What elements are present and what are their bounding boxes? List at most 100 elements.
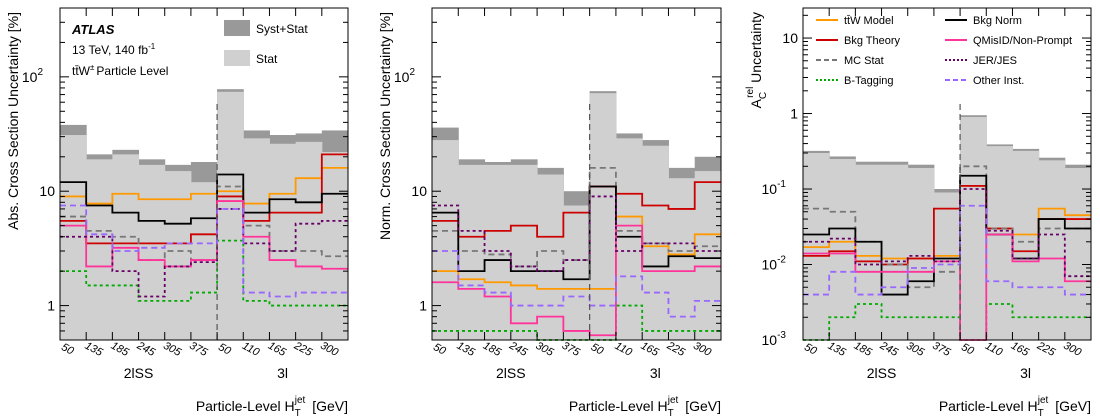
stat-bar [933, 192, 961, 340]
x-tick-label: 305 [161, 340, 184, 360]
y-tick-label: 10-2 [762, 255, 787, 273]
stat-bar [829, 158, 856, 340]
stat-bar [881, 164, 909, 340]
x-axis-label: Particle-Level HTjet [GeV] [939, 395, 1091, 418]
x-tick-label: 305 [534, 340, 557, 360]
y-tick-label: 10 [411, 183, 427, 199]
x-tick-label: 50 [802, 341, 819, 358]
legend-jer-label: JER/JES [973, 55, 1017, 67]
stat-bar [321, 152, 349, 340]
stat-bar [138, 164, 166, 340]
region-label-3l: 3l [1020, 365, 1031, 381]
y-axis-label: Abs. Cross Section Uncertainty [%] [5, 12, 21, 230]
y-axis-label: Norm. Cross Section Uncertainty [%] [377, 12, 393, 240]
x-tick-label: 305 [904, 340, 927, 360]
y-tick-label: 1 [790, 106, 798, 122]
x-tick-label: 135 [826, 340, 849, 360]
region-label-2lss: 2lSS [124, 365, 154, 381]
jer-line [803, 188, 1091, 278]
legend-theory-label: Bkg Theory [844, 35, 901, 47]
x-tick-label: 300 [691, 340, 714, 360]
x-tick-label: 135 [455, 340, 478, 360]
x-tick-label: 50 [589, 341, 606, 358]
energy-lumi-label: 13 TeV, 140 fb-1 [72, 42, 156, 57]
x-tick-label: 185 [852, 340, 875, 360]
stat-bar [217, 91, 244, 340]
x-tick-label: 375 [560, 340, 583, 360]
stat-bar [589, 93, 617, 340]
stat-bar [458, 164, 486, 340]
legend-model-label: tt̄W Model [844, 15, 894, 27]
model-line [432, 215, 721, 290]
x-tick-label: 50 [216, 341, 233, 358]
stat-bar [510, 164, 538, 340]
legend-components: tt̄W Model Bkg Norm Bkg Theory QMisID/Non-P… [816, 15, 1072, 87]
stat-bar [164, 171, 192, 340]
plot-frame [59, 7, 349, 341]
mcstat-line [432, 166, 721, 268]
bkgnorm-line [60, 173, 348, 225]
other-line [803, 204, 1091, 296]
x-tick-label: 50 [431, 341, 448, 358]
x-tick-label: 185 [109, 340, 132, 360]
jer-line [432, 195, 721, 273]
y-tick-label: 10-1 [762, 179, 787, 197]
stat-bar [432, 140, 459, 340]
x-tick-label: 50 [959, 341, 976, 358]
stat-bar [86, 159, 113, 340]
stat-bar [484, 164, 512, 340]
legend-bkgnorm-label: Bkg Norm [973, 15, 1022, 27]
x-tick-label: 300 [318, 340, 341, 360]
y-axis-label: ACrel Uncertainty [745, 12, 769, 108]
x-tick-label: 225 [664, 339, 688, 359]
stat-bar [269, 143, 297, 340]
x-tick-label: 110 [983, 340, 1005, 359]
btag-line [432, 304, 721, 341]
stat-bar [855, 164, 883, 340]
x-tick-label: 375 [187, 340, 210, 360]
stat-bar [537, 174, 564, 340]
stat-bar [190, 182, 218, 340]
y-tick-label: 102 [22, 67, 44, 85]
x-tick-label: 165 [1009, 340, 1032, 360]
x-tick-label: 185 [481, 340, 504, 360]
stat-bar [960, 116, 987, 341]
btag-line [803, 303, 1091, 341]
x-tick-label: 165 [266, 340, 289, 360]
legend-stat-swatch [224, 50, 250, 66]
stat-bar [694, 171, 722, 340]
x-tick-label: 110 [613, 340, 635, 359]
btag-line [60, 239, 348, 307]
x-tick-label: 375 [930, 340, 953, 360]
x-axis-label: Particle-Level HTjet [GeV] [196, 395, 348, 418]
legend-stat-label: Stat [256, 52, 278, 66]
legend-qmis-label: QMisID/Non-Prompt [973, 35, 1072, 47]
region-label-3l: 3l [650, 365, 661, 381]
plot-frame [431, 7, 722, 341]
particle-level-label: tt̄W± Particle Level [72, 63, 168, 78]
legend-other-label: Other Inst. [973, 75, 1024, 87]
stat-bar [243, 138, 270, 340]
region-label-3l: 3l [277, 365, 288, 381]
other-line [60, 204, 348, 298]
x-tick-label: 225 [291, 339, 315, 359]
y-tick-label: 10 [39, 183, 55, 199]
atlas-label-block: ATLAS 13 TeV, 140 fb-1 tt̄W± Particle Lev… [71, 22, 168, 78]
x-tick-label: 245 [877, 339, 901, 359]
region-label-2lss: 2lSS [867, 365, 897, 381]
y-tick-label: 10 [782, 30, 798, 46]
stat-bar [907, 167, 935, 340]
legend-btag-label: B-Tagging [844, 75, 894, 87]
x-tick-label: 135 [83, 340, 106, 360]
stat-bar [1012, 150, 1040, 340]
x-tick-label: 225 [1034, 339, 1058, 359]
stat-bar [295, 141, 323, 340]
x-tick-label: 300 [1061, 340, 1084, 360]
x-tick-label: 245 [134, 339, 158, 359]
region-label-2lss: 2lSS [496, 365, 526, 381]
stat-bar [1064, 167, 1092, 340]
